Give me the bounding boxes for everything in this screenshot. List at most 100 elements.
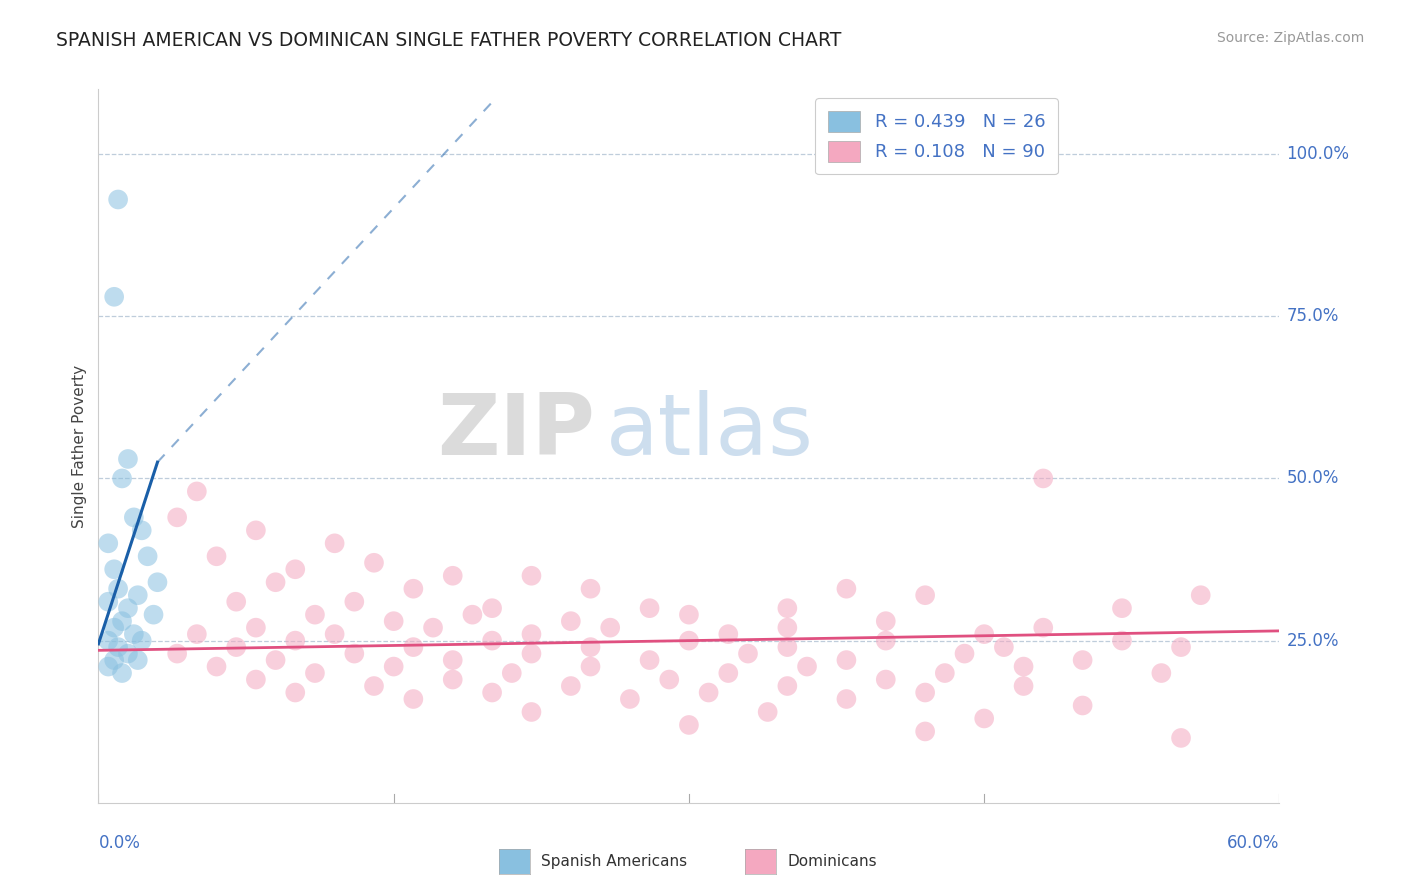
Point [875,673,897,687]
Point [1012,659,1035,673]
Point [520,705,543,719]
Point [402,640,425,654]
Point [131,633,153,648]
Point [776,601,799,615]
Point [993,640,1015,654]
Point [835,653,858,667]
Text: 0.0%: 0.0% [98,834,141,852]
Point [658,673,681,687]
Text: Dominicans: Dominicans [787,855,877,869]
Point [501,666,523,681]
Point [264,653,287,667]
Point [136,549,159,564]
Point [441,653,464,667]
Text: 50.0%: 50.0% [1286,469,1339,487]
Text: 100.0%: 100.0% [1286,145,1350,163]
Point [402,692,425,706]
Point [245,673,267,687]
Point [835,582,858,596]
Point [481,601,503,615]
Point [579,640,602,654]
Point [717,627,740,641]
Point [914,588,936,602]
Point [1111,633,1133,648]
Point [122,510,145,524]
Point [1170,731,1192,745]
Point [776,679,799,693]
Point [520,568,543,582]
Point [1012,679,1035,693]
Point [127,653,149,667]
Point [166,647,188,661]
Point [973,627,995,641]
Point [1071,698,1094,713]
Point [678,633,700,648]
Point [103,290,125,304]
Point [304,666,326,681]
Point [441,568,464,582]
Point [796,659,818,673]
Point [1032,471,1054,485]
Point [1170,640,1192,654]
Point [103,562,125,576]
Point [619,692,641,706]
Point [638,653,661,667]
Point [422,621,444,635]
Point [1150,666,1173,681]
Point [579,582,602,596]
Point [146,575,169,590]
Point [461,607,484,622]
Point [835,692,858,706]
Text: 75.0%: 75.0% [1286,307,1339,326]
Text: ZIP: ZIP [437,390,595,474]
Point [142,607,165,622]
Point [117,647,139,661]
Text: atlas: atlas [606,390,814,474]
Point [205,659,228,673]
Point [953,647,976,661]
Point [599,621,621,635]
Point [1111,601,1133,615]
Point [481,633,503,648]
Point [363,679,385,693]
Point [382,659,405,673]
Text: 60.0%: 60.0% [1227,834,1279,852]
Point [111,666,134,681]
Point [776,621,799,635]
Point [441,673,464,687]
Point [245,524,267,538]
Point [107,582,129,596]
Point [756,705,779,719]
Point [481,685,503,699]
Point [737,647,759,661]
Legend: R = 0.439   N = 26, R = 0.108   N = 90: R = 0.439 N = 26, R = 0.108 N = 90 [815,98,1057,174]
Point [520,627,543,641]
Point [107,193,129,207]
Point [97,659,120,673]
Point [107,640,129,654]
Point [914,724,936,739]
Point [304,607,326,622]
Text: 25.0%: 25.0% [1286,632,1339,649]
Point [776,640,799,654]
Point [402,582,425,596]
Point [343,647,366,661]
Point [205,549,228,564]
Point [914,685,936,699]
Point [284,685,307,699]
Point [97,536,120,550]
Point [323,536,346,550]
Point [1189,588,1212,602]
Text: Spanish Americans: Spanish Americans [541,855,688,869]
Text: SPANISH AMERICAN VS DOMINICAN SINGLE FATHER POVERTY CORRELATION CHART: SPANISH AMERICAN VS DOMINICAN SINGLE FAT… [56,31,842,50]
Point [343,595,366,609]
Point [117,452,139,467]
Point [678,607,700,622]
Point [103,621,125,635]
Point [1071,653,1094,667]
Point [560,614,582,628]
Point [97,595,120,609]
Point [117,601,139,615]
Point [363,556,385,570]
Point [225,640,247,654]
